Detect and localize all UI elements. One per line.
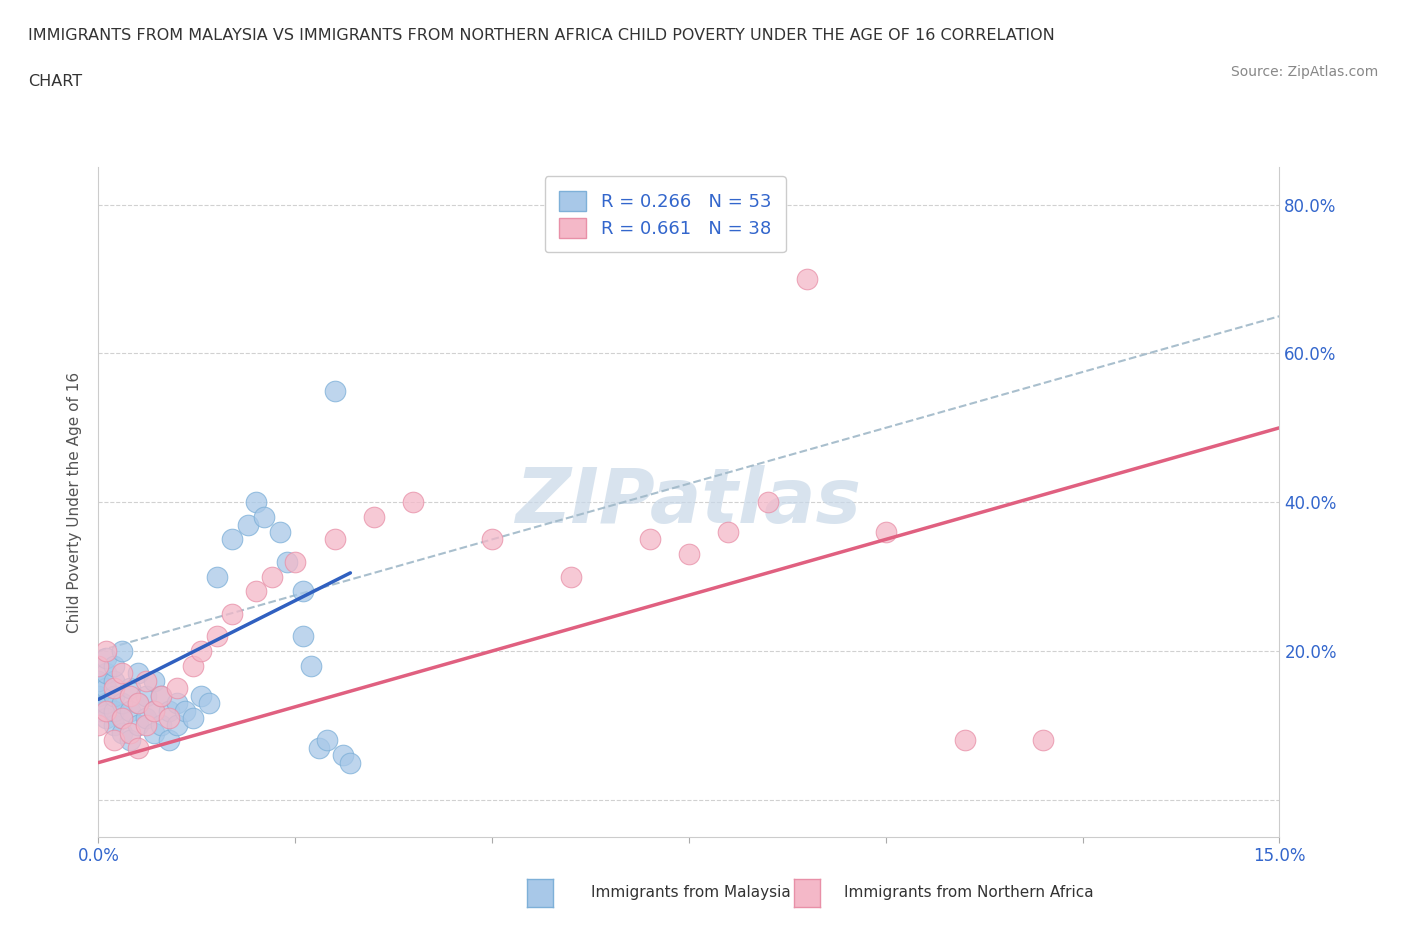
Point: [308, 740, 330, 755]
Point: [875, 525, 897, 539]
Point: [221, 532, 243, 547]
Point: [253, 510, 276, 525]
Point: [103, 688, 125, 703]
Point: [135, 673, 157, 688]
Point: [111, 666, 134, 681]
Point: [756, 495, 779, 510]
Point: [150, 688, 173, 703]
Point: [190, 688, 212, 703]
Point: [103, 733, 125, 748]
Point: [236, 517, 259, 532]
Point: [157, 703, 180, 718]
Point: [953, 733, 976, 748]
Point: [796, 272, 818, 286]
Point: [118, 703, 141, 718]
Point: [111, 696, 134, 711]
Point: [127, 696, 149, 711]
Point: [96, 703, 118, 718]
Point: [135, 718, 157, 733]
Point: [118, 733, 141, 748]
Point: [96, 651, 118, 666]
Point: [87, 703, 110, 718]
Point: [717, 525, 740, 539]
Point: [269, 525, 291, 539]
Point: [260, 569, 283, 584]
Point: [96, 644, 118, 658]
Point: [205, 629, 228, 644]
Point: [678, 547, 700, 562]
Point: [87, 688, 110, 703]
Text: IMMIGRANTS FROM MALAYSIA VS IMMIGRANTS FROM NORTHERN AFRICA CHILD POVERTY UNDER : IMMIGRANTS FROM MALAYSIA VS IMMIGRANTS F…: [28, 28, 1054, 43]
Point: [157, 733, 180, 748]
Point: [638, 532, 661, 547]
Point: [481, 532, 503, 547]
Point: [103, 703, 125, 718]
Point: [190, 644, 212, 658]
Point: [142, 703, 165, 718]
Text: Immigrants from Malaysia: Immigrants from Malaysia: [591, 885, 790, 900]
Point: [96, 696, 118, 711]
Point: [87, 658, 110, 673]
Point: [103, 681, 125, 696]
Point: [142, 703, 165, 718]
Point: [118, 681, 141, 696]
Point: [87, 718, 110, 733]
Point: [197, 696, 219, 711]
Text: Source: ZipAtlas.com: Source: ZipAtlas.com: [1230, 65, 1378, 79]
Point: [299, 658, 322, 673]
Point: [181, 658, 204, 673]
Point: [96, 666, 118, 681]
Point: [221, 606, 243, 621]
Text: CHART: CHART: [28, 74, 82, 89]
Legend: R = 0.266   N = 53, R = 0.661   N = 38: R = 0.266 N = 53, R = 0.661 N = 38: [546, 177, 786, 252]
Point: [150, 688, 173, 703]
Point: [135, 711, 157, 725]
Point: [166, 681, 188, 696]
Point: [118, 725, 141, 740]
Point: [292, 584, 315, 599]
Point: [363, 510, 385, 525]
Point: [150, 718, 173, 733]
Point: [127, 666, 149, 681]
Point: [111, 725, 134, 740]
Point: [166, 718, 188, 733]
Point: [276, 554, 298, 569]
Point: [127, 696, 149, 711]
Point: [157, 711, 180, 725]
Point: [111, 644, 134, 658]
Y-axis label: Child Poverty Under the Age of 16: Child Poverty Under the Age of 16: [67, 372, 83, 632]
Point: [315, 733, 337, 748]
Point: [245, 584, 267, 599]
Point: [87, 673, 110, 688]
Point: [323, 532, 346, 547]
Point: [339, 755, 361, 770]
Point: [96, 681, 118, 696]
Point: [245, 495, 267, 510]
Point: [174, 703, 197, 718]
Point: [1032, 733, 1054, 748]
Text: Immigrants from Northern Africa: Immigrants from Northern Africa: [844, 885, 1094, 900]
Point: [96, 711, 118, 725]
Point: [135, 688, 157, 703]
Point: [402, 495, 425, 510]
Point: [111, 711, 134, 725]
Point: [127, 718, 149, 733]
Point: [323, 383, 346, 398]
Point: [332, 748, 354, 763]
Point: [103, 718, 125, 733]
Point: [292, 629, 315, 644]
Point: [103, 658, 125, 673]
Point: [142, 673, 165, 688]
Point: [205, 569, 228, 584]
Point: [560, 569, 582, 584]
Point: [103, 673, 125, 688]
Point: [181, 711, 204, 725]
Point: [127, 740, 149, 755]
Point: [284, 554, 307, 569]
Point: [118, 688, 141, 703]
Text: ZIPatlas: ZIPatlas: [516, 465, 862, 539]
Point: [111, 711, 134, 725]
Point: [166, 696, 188, 711]
Point: [142, 725, 165, 740]
